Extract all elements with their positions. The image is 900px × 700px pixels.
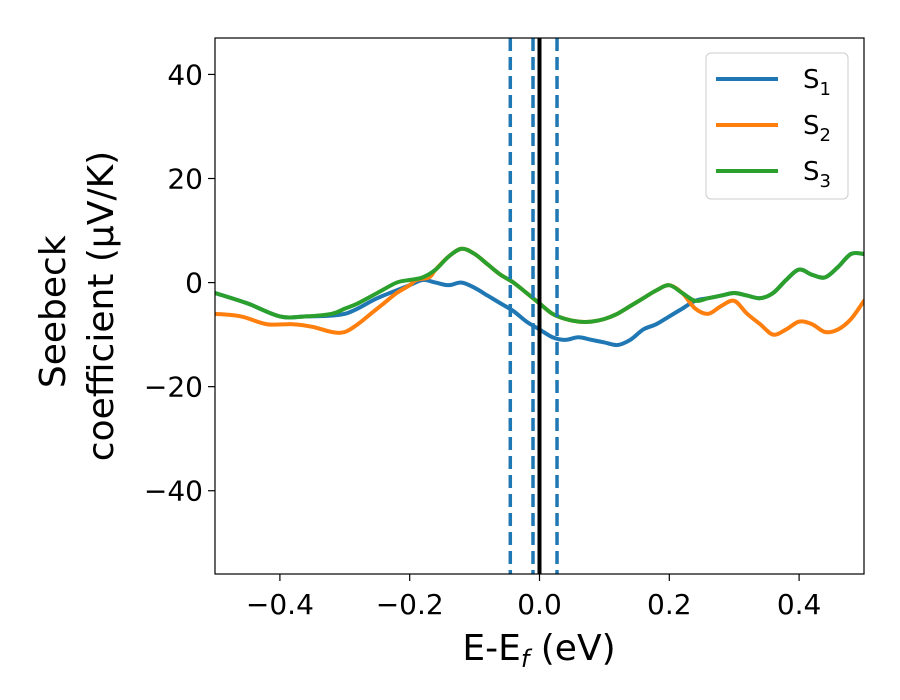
x-axis-ticks: −0.4 −0.2 0.0 0.2 0.4 [246, 574, 821, 621]
series-line-S3 [215, 246, 864, 324]
x-tick-label: 0.0 [517, 588, 562, 621]
vertical-lines-layer [508, 38, 559, 574]
y-tick-label: 0 [185, 267, 203, 300]
legend: S1 S2 S3 [705, 52, 849, 200]
x-tick-label: −0.4 [246, 588, 314, 621]
x-tick-label: 0.4 [777, 588, 822, 621]
x-axis-label: E-Ef (eV) [462, 628, 615, 673]
legend-label-S1: S1 [803, 65, 831, 100]
legend-label-S3: S3 [803, 157, 831, 192]
y-axis-label: Seebeck coefficient (μV/K) [33, 151, 122, 461]
y-tick-label: 20 [167, 163, 203, 196]
legend-label-S2: S2 [803, 111, 831, 146]
y-axis-ticks: 40 20 0 −20 −40 [144, 58, 215, 508]
y-tick-label: −20 [144, 371, 203, 404]
y-tick-label: 40 [167, 58, 203, 91]
y-tick-label: −40 [144, 475, 203, 508]
x-tick-label: 0.2 [647, 588, 692, 621]
series-layer [215, 246, 864, 348]
x-tick-label: −0.2 [376, 588, 444, 621]
